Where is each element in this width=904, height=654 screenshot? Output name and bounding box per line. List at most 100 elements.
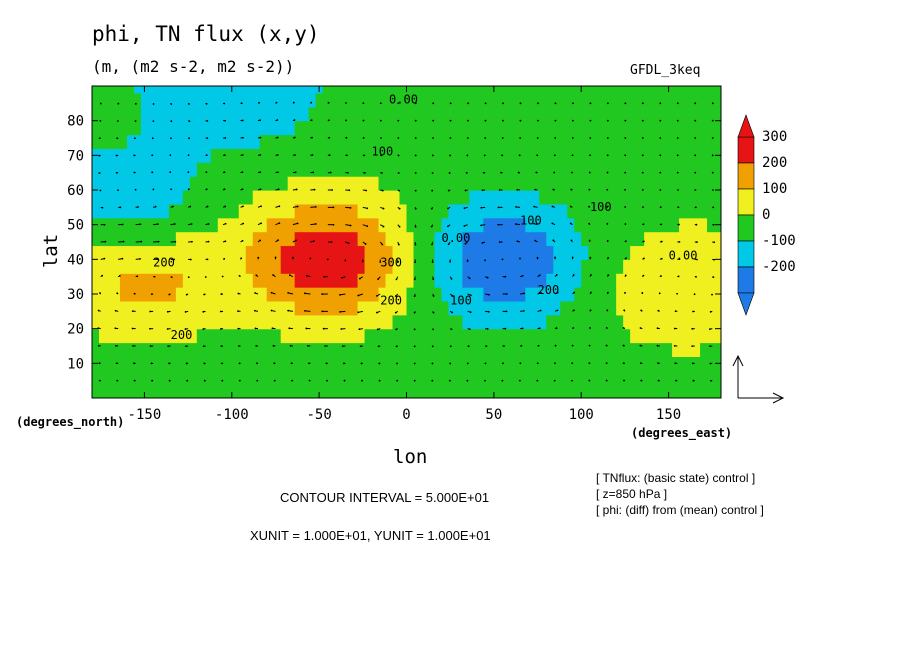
field-cell [329, 176, 338, 191]
field-cell [259, 370, 268, 385]
field-cell [658, 245, 666, 260]
flux-arrow-head [676, 292, 679, 295]
flux-arrow-head [184, 328, 187, 330]
field-cell [511, 314, 519, 330]
colorbar-label: 200 [762, 155, 787, 171]
field-cell [581, 342, 589, 357]
field-cell [357, 106, 366, 122]
field-cell [567, 92, 575, 108]
field-cell [189, 217, 198, 233]
field-cell [609, 134, 617, 149]
field-cell [630, 314, 638, 330]
field-cell [490, 356, 498, 371]
field-cell [182, 86, 191, 94]
field-cell [182, 120, 191, 136]
flux-arrow-head [466, 154, 469, 157]
flux-arrow-head [116, 379, 119, 382]
field-cell [322, 328, 331, 344]
field-cell [574, 120, 582, 136]
flux-arrow-head [312, 240, 315, 242]
flux-arrow-head [504, 327, 507, 330]
flux-arrow-head [468, 328, 471, 331]
field-cell [700, 245, 708, 260]
field-cell [224, 148, 233, 163]
field-cell [92, 190, 100, 205]
field-cell [119, 370, 128, 385]
field-cell [266, 356, 275, 371]
field-cell [595, 259, 603, 274]
field-cell [399, 134, 408, 149]
field-cell [609, 314, 617, 330]
flux-arrow-head [395, 278, 398, 281]
field-cell [112, 328, 121, 344]
field-cell [420, 384, 429, 398]
field-cell [119, 190, 128, 205]
flux-arrow-head [340, 276, 343, 279]
field-cell [413, 328, 422, 344]
field-cell [469, 86, 477, 94]
field-cell [679, 314, 687, 330]
field-cell [539, 314, 547, 330]
field-cell [609, 148, 617, 163]
field-cell [406, 148, 415, 163]
field-cell [322, 92, 331, 108]
field-cell [441, 217, 450, 233]
field-cell [161, 148, 170, 163]
field-cell [245, 273, 254, 288]
flux-arrow-head [535, 171, 538, 174]
field-cell [714, 342, 721, 357]
field-cell [434, 287, 443, 302]
field-cell [714, 314, 721, 330]
flux-arrow-head [242, 205, 244, 208]
field-cell [427, 300, 436, 316]
field-cell [434, 342, 443, 357]
field-cell [406, 203, 415, 219]
field-cell [539, 342, 547, 357]
y-axis-label: lat [40, 233, 63, 269]
field-cell [637, 314, 645, 330]
field-cell [350, 342, 359, 357]
field-cell [504, 356, 512, 371]
field-cell [238, 300, 247, 316]
field-cell [518, 342, 526, 357]
field-cell [175, 356, 184, 371]
field-cell [203, 273, 212, 288]
field-cell [595, 134, 603, 149]
field-cell [98, 162, 107, 177]
flux-arrow-head [134, 120, 137, 122]
flux-arrow-head [289, 344, 292, 347]
field-cell [252, 300, 261, 316]
field-cell [693, 342, 701, 357]
field-cell [92, 162, 100, 177]
field-cell [707, 384, 715, 398]
field-cell [693, 92, 701, 108]
contour-label: 0.00 [441, 231, 470, 245]
field-cell [490, 217, 498, 233]
field-cell [140, 92, 149, 108]
flux-arrow-head [221, 362, 223, 365]
field-cell [392, 120, 401, 136]
flux-arrow-head [311, 136, 313, 139]
flux-arrow-head [295, 188, 298, 191]
field-cell [336, 190, 345, 205]
field-cell [98, 120, 107, 136]
field-cell [714, 300, 721, 316]
field-cell [126, 162, 135, 177]
field-cell [252, 134, 261, 149]
flux-arrow-head [220, 293, 223, 295]
flux-arrow-head [364, 171, 366, 174]
field-cell [497, 106, 505, 122]
field-cell [392, 231, 401, 247]
field-cell [462, 287, 470, 302]
field-cell [336, 370, 345, 385]
field-cell [231, 259, 240, 274]
flux-arrow-head [571, 344, 574, 347]
field-cell [259, 92, 268, 108]
flux-arrow-head [259, 188, 262, 191]
field-cell [693, 287, 701, 302]
flux-arrow-head [223, 257, 226, 260]
field-cell [462, 86, 470, 94]
field-cell [553, 287, 561, 302]
field-cell [532, 245, 540, 260]
flux-arrow-head [257, 256, 260, 259]
